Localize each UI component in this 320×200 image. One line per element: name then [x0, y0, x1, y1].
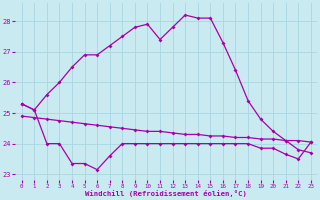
X-axis label: Windchill (Refroidissement éolien,°C): Windchill (Refroidissement éolien,°C): [85, 190, 247, 197]
